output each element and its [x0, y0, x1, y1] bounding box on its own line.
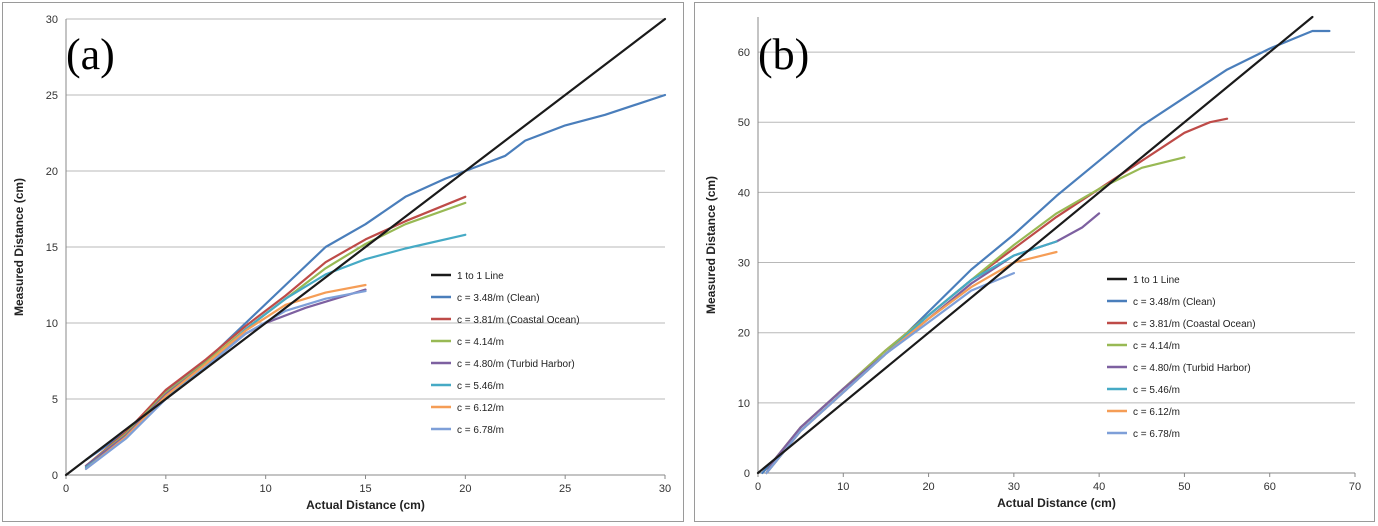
series-line-4 — [84, 288, 367, 467]
y-tick-label-0: 0 — [744, 468, 750, 480]
x-tick-label-0: 0 — [63, 483, 69, 495]
y-tick-label-6: 60 — [738, 47, 750, 59]
x-tick-label-2: 10 — [260, 483, 272, 495]
y-axis-title: Measured Distance (cm) — [12, 178, 26, 316]
x-tick-label-4: 20 — [459, 483, 471, 495]
legend-label-1: c = 3.48/m (Clean) — [457, 293, 540, 304]
y-tick-label-0: 0 — [52, 470, 58, 482]
legend-label-4: c = 4.80/m (Turbid Harbor) — [1133, 363, 1251, 374]
y-tick-label-5: 50 — [738, 117, 750, 129]
legend-label-2: c = 3.81/m (Coastal Ocean) — [1133, 319, 1256, 330]
series-line-6 — [84, 283, 367, 470]
x-tick-label-0: 0 — [755, 481, 761, 493]
y-tick-label-1: 5 — [52, 394, 58, 406]
x-tick-label-6: 30 — [659, 483, 671, 495]
y-tick-label-2: 20 — [738, 328, 750, 340]
y-tick-label-2: 10 — [46, 318, 58, 330]
x-tick-label-5: 25 — [559, 483, 571, 495]
series-line-0 — [756, 15, 1314, 475]
x-axis-title: Actual Distance (cm) — [306, 498, 425, 512]
x-tick-label-1: 5 — [163, 483, 169, 495]
x-tick-label-3: 30 — [1008, 481, 1020, 493]
series-line-5 — [765, 240, 1058, 475]
series-line-6 — [765, 250, 1058, 475]
legend-label-6: c = 6.12/m — [457, 403, 504, 414]
series-line-2 — [765, 117, 1229, 475]
chart-b-svg: 0 10 20 30 40 50 60 0 10 20 30 40 50 60 70 Actual Dista… — [704, 15, 1361, 510]
series-line-7 — [84, 290, 367, 470]
series-line-3 — [765, 156, 1186, 475]
series-line-4 — [765, 212, 1101, 475]
y-tick-label-4: 40 — [738, 187, 750, 199]
series-line-5 — [84, 233, 467, 469]
legend-label-5: c = 5.46/m — [457, 381, 504, 392]
y-tick-label-4: 20 — [46, 166, 58, 178]
x-axis-title: Actual Distance (cm) — [997, 496, 1116, 510]
x-tick-label-5: 50 — [1178, 481, 1190, 493]
legend-label-0: 1 to 1 Line — [1133, 275, 1180, 286]
chart-panel-a: 0 5 10 15 20 25 30 0 5 10 15 20 25 30 Actual Distance … — [2, 2, 684, 522]
series-line-7 — [765, 272, 1015, 475]
legend-label-6: c = 6.12/m — [1133, 407, 1180, 418]
legend-label-4: c = 4.80/m (Turbid Harbor) — [457, 359, 575, 370]
panel-label: (b) — [758, 30, 809, 79]
y-axis-title: Measured Distance (cm) — [704, 176, 718, 314]
legend-label-7: c = 6.78/m — [457, 425, 504, 436]
legend-label-0: 1 to 1 Line — [457, 271, 504, 282]
legend-label-2: c = 3.81/m (Coastal Ocean) — [457, 315, 580, 326]
x-tick-label-7: 70 — [1349, 481, 1361, 493]
y-tick-label-3: 15 — [46, 242, 58, 254]
legend-label-1: c = 3.48/m (Clean) — [1133, 297, 1216, 308]
series-line-1 — [761, 29, 1331, 475]
y-tick-label-3: 30 — [738, 258, 750, 270]
y-tick-label-5: 25 — [46, 90, 58, 102]
x-tick-label-1: 10 — [837, 481, 849, 493]
series-line-1 — [84, 93, 667, 461]
panel-label: (a) — [66, 30, 115, 79]
legend-label-3: c = 4.14/m — [1133, 341, 1180, 352]
x-tick-label-6: 60 — [1264, 481, 1276, 493]
y-tick-label-1: 10 — [738, 398, 750, 410]
series-line-2 — [84, 195, 467, 467]
chart-panel-b: 0 10 20 30 40 50 60 0 10 20 30 40 50 60 70 Actual Dista… — [694, 2, 1375, 522]
legend-label-5: c = 5.46/m — [1133, 385, 1180, 396]
legend-label-3: c = 4.14/m — [457, 337, 504, 348]
y-tick-label-6: 30 — [46, 14, 58, 26]
x-tick-label-4: 40 — [1093, 481, 1105, 493]
x-tick-label-2: 20 — [922, 481, 934, 493]
series-line-3 — [84, 201, 467, 467]
x-tick-label-3: 15 — [359, 483, 371, 495]
chart-a-svg: 0 5 10 15 20 25 30 0 5 10 15 20 25 30 Actual Distance … — [12, 14, 671, 512]
series-line-0 — [64, 17, 667, 477]
legend-label-7: c = 6.78/m — [1133, 429, 1180, 440]
